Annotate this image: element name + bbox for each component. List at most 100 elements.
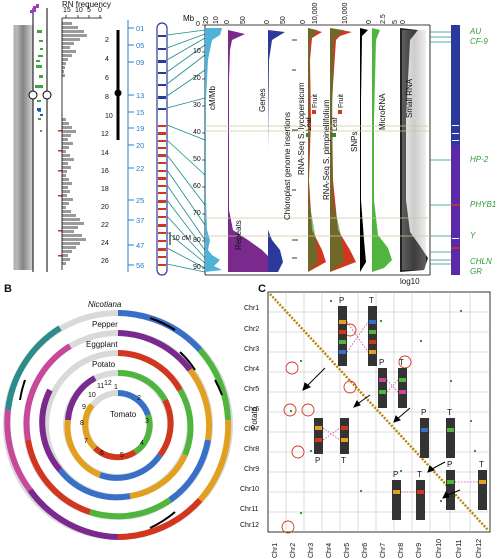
ring-pepper: Pepper bbox=[92, 320, 118, 329]
marker-label: 09 bbox=[136, 58, 145, 67]
fruit-swatch bbox=[312, 110, 316, 114]
cm-tick: 24 bbox=[101, 240, 109, 247]
row-label: Chr1 bbox=[244, 305, 260, 312]
marker-label: 01 bbox=[136, 24, 145, 33]
mb-tick: 50 bbox=[193, 156, 201, 163]
cm-tick: 2 bbox=[105, 37, 109, 44]
row-label: Chr9 bbox=[244, 466, 260, 473]
row-label: Chr4 bbox=[244, 366, 260, 373]
cm-tick: 26 bbox=[101, 258, 109, 265]
ring-tomato: Tomato bbox=[110, 410, 137, 419]
cm-tick: 4 bbox=[105, 56, 109, 63]
gene-y: Y bbox=[470, 231, 476, 240]
scale-bar-label: 10 cM bbox=[172, 235, 192, 242]
cm-tick: 18 bbox=[101, 186, 109, 193]
chr-num: 3 bbox=[145, 418, 149, 425]
marker-label: 22 bbox=[136, 164, 145, 173]
gene-hp2: HP-2 bbox=[470, 155, 489, 164]
ring-nicotiana: Nicotiana bbox=[88, 300, 122, 309]
chr-num: 8 bbox=[80, 420, 84, 427]
cm-tick: 10 bbox=[105, 113, 113, 120]
cm-tick: 6 bbox=[105, 75, 109, 82]
mb-tick: 0 bbox=[196, 21, 200, 28]
marker-label: 13 bbox=[136, 91, 145, 100]
marker-label: 15 bbox=[136, 108, 145, 117]
mb-tick: 90 bbox=[193, 264, 201, 271]
t-label: T bbox=[479, 460, 484, 469]
row-label: Chr10 bbox=[240, 486, 260, 493]
fruit-swatch-2 bbox=[338, 110, 342, 114]
chr-num: 9 bbox=[82, 404, 86, 411]
cm-tick: 8 bbox=[105, 94, 109, 101]
t-label: T bbox=[369, 296, 374, 305]
marker-label: 56 bbox=[136, 261, 145, 270]
mb-tick: 20 bbox=[193, 75, 201, 82]
col-label: Chr8 bbox=[398, 542, 405, 558]
leaf-swatch bbox=[306, 133, 310, 137]
chr-num: 1 bbox=[114, 384, 118, 391]
log10-label: log10 bbox=[400, 277, 420, 286]
col-label: Chr10 bbox=[436, 538, 443, 558]
row-label: Chr5 bbox=[244, 386, 260, 393]
col-label: Chr7 bbox=[380, 542, 387, 558]
cm-tick: 22 bbox=[101, 222, 109, 229]
marker-label: 05 bbox=[136, 41, 145, 50]
ring-eggplant: Eggplant bbox=[86, 340, 118, 349]
p-label: P bbox=[379, 358, 385, 367]
col-label: Chr3 bbox=[308, 542, 315, 558]
chr-num: 5 bbox=[120, 452, 124, 459]
mb-tick: 40 bbox=[193, 129, 201, 136]
cm-tick: 14 bbox=[101, 150, 109, 157]
row-label: Chr3 bbox=[244, 346, 260, 353]
rn-tick-10: 10 bbox=[75, 7, 83, 14]
row-label: Chr2 bbox=[244, 326, 260, 333]
marker-label: 47 bbox=[136, 241, 145, 250]
panel-b-letter: B bbox=[4, 283, 12, 295]
panel-c-letter: C bbox=[258, 283, 266, 295]
rn-tick-15: 15 bbox=[63, 7, 71, 14]
mb-tick: 70 bbox=[193, 210, 201, 217]
row-label: Chr7 bbox=[244, 426, 260, 433]
p-label: P bbox=[421, 408, 427, 417]
t-label: T bbox=[341, 456, 346, 465]
t-label: T bbox=[417, 470, 422, 479]
chr-num: 10 bbox=[88, 392, 96, 399]
chr-num: 7 bbox=[84, 438, 88, 445]
p-label: P bbox=[393, 470, 399, 479]
mb-label: Mb bbox=[183, 14, 195, 23]
chr-num: 4 bbox=[140, 440, 144, 447]
row-label: Chr6 bbox=[244, 406, 260, 413]
marker-label: 37 bbox=[136, 216, 145, 225]
mb-tick: 80 bbox=[193, 237, 201, 244]
col-label: Chr12 bbox=[476, 538, 483, 558]
rn-tick-0: 0 bbox=[98, 7, 102, 14]
p-label: P bbox=[447, 460, 453, 469]
marker-label: 20 bbox=[136, 141, 145, 150]
gene-chln: CHLN bbox=[470, 257, 492, 266]
t-label: T bbox=[399, 358, 404, 367]
leaf-swatch-2 bbox=[332, 133, 336, 137]
chr-num: 11 bbox=[97, 383, 105, 390]
row-label: Chr8 bbox=[244, 446, 260, 453]
cm-tick: 16 bbox=[101, 168, 109, 175]
chr-num: 2 bbox=[137, 395, 141, 402]
col-label: Chr1 bbox=[272, 542, 279, 558]
gene-phyb1: PHYB1 bbox=[470, 200, 497, 209]
col-label: Chr11 bbox=[456, 539, 463, 558]
gene-au: AU bbox=[470, 27, 482, 36]
cm-tick: 20 bbox=[101, 204, 109, 211]
p-label: P bbox=[315, 456, 321, 465]
mb-tick: 30 bbox=[193, 102, 201, 109]
rn-tick-5: 5 bbox=[87, 7, 91, 14]
col-label: Chr2 bbox=[290, 542, 297, 558]
row-label: Chr12 bbox=[240, 522, 260, 529]
marker-label: 19 bbox=[136, 124, 145, 133]
cm-tick: 12 bbox=[101, 131, 109, 138]
chr-num: 6 bbox=[100, 450, 104, 457]
mb-tick: 10 bbox=[193, 48, 201, 55]
p-label: P bbox=[339, 296, 345, 305]
col-label: Chr4 bbox=[326, 542, 333, 558]
